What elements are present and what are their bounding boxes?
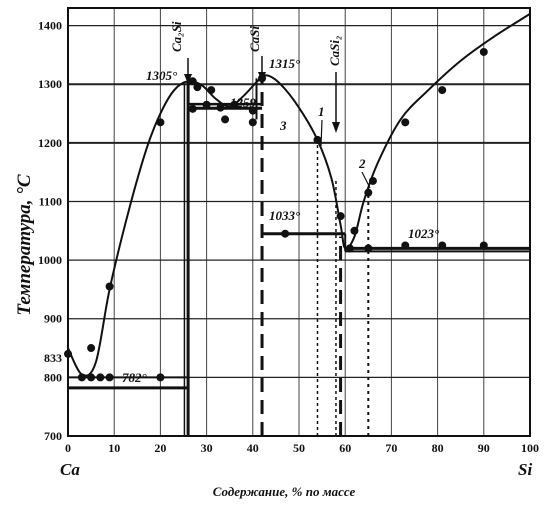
data-point (350, 226, 359, 235)
data-point (401, 118, 410, 127)
x-tick-label: 60 (339, 441, 351, 455)
curve-label-3: 3 (279, 118, 287, 133)
data-point (202, 100, 211, 109)
x-tick-label: 10 (108, 441, 120, 455)
y-tick-label: 900 (44, 312, 62, 326)
y-tick-label: 700 (44, 429, 62, 443)
x-left-element: Ca (60, 460, 80, 479)
x-tick-label: 70 (385, 441, 397, 455)
phase-lines (68, 75, 530, 436)
data-point (345, 244, 354, 253)
label-782: 782° (122, 370, 148, 385)
label-1315: 1315° (269, 56, 301, 71)
data-point (438, 241, 447, 250)
data-point (364, 244, 373, 253)
data-point (248, 106, 257, 115)
data-point (401, 241, 410, 250)
arrow-casi (258, 56, 266, 82)
curve-label-2: 2 (358, 156, 366, 171)
data-point (193, 83, 202, 92)
label-1305: 1305° (146, 68, 178, 83)
pointer-curve-2 (361, 171, 371, 189)
grid (68, 8, 530, 436)
data-point (368, 176, 377, 185)
data-point (479, 241, 488, 250)
y-tick-label: 1400 (38, 19, 62, 33)
curve-label-1: 1 (318, 104, 325, 119)
phase-label-casi2: CaSi₂ (327, 35, 342, 66)
y-tick-label: 1200 (38, 136, 62, 150)
data-point (188, 104, 197, 113)
x-tick-label: 0 (65, 441, 71, 455)
data-point (248, 118, 257, 127)
data-point (207, 86, 216, 95)
y-tick-label: 1100 (39, 194, 62, 208)
data-point (64, 349, 72, 358)
liquidus-curve (67, 13, 531, 377)
phase-label-casi: CaSi (247, 26, 262, 52)
label-1023: 1023° (408, 226, 440, 241)
data-point (156, 118, 165, 127)
x-tick-labels: 0 10 20 30 40 50 60 70 80 90 100 (65, 441, 539, 455)
data-point (221, 115, 230, 124)
data-point (364, 188, 373, 197)
data-point (96, 373, 105, 382)
data-point (105, 373, 114, 382)
data-point (188, 77, 197, 86)
x-tick-label: 80 (432, 441, 444, 455)
y-tick-label: 833 (44, 351, 62, 365)
data-point (479, 47, 488, 56)
label-1033: 1033° (269, 208, 301, 223)
x-tick-label: 30 (201, 441, 213, 455)
data-point (438, 86, 447, 95)
x-tick-label: 50 (293, 441, 305, 455)
x-tick-label: 100 (521, 441, 539, 455)
data-point (156, 373, 165, 382)
y-tick-label: 1300 (38, 77, 62, 91)
arrow-ca2si (184, 58, 192, 84)
data-point (230, 100, 239, 109)
x-tick-label: 90 (478, 441, 490, 455)
y-tick-labels: 700 800 833 900 1000 1100 1200 1300 1400 (38, 19, 62, 443)
y-tick-label: 1000 (38, 253, 62, 267)
data-point (336, 212, 345, 221)
phase-label-ca2si: Ca₂Si (169, 21, 184, 52)
data-point (87, 373, 96, 382)
x-tick-label: 20 (154, 441, 166, 455)
data-point (77, 373, 86, 382)
y-tick-label: 800 (44, 370, 62, 384)
x-axis-label: Содержание, % по массе (213, 484, 356, 499)
data-points (64, 47, 488, 382)
pointer-curve-1 (320, 119, 323, 147)
arrow-casi2 (332, 72, 340, 133)
plot-frame (67, 7, 531, 437)
data-point (281, 229, 290, 238)
data-point (105, 282, 114, 291)
data-point (216, 103, 225, 112)
data-point (313, 135, 322, 144)
label-1259: 1259 (230, 95, 257, 110)
x-tick-label: 40 (247, 441, 259, 455)
y-axis-label: Температура, °С (14, 174, 35, 315)
x-right-element: Si (518, 460, 532, 479)
data-point (87, 344, 96, 353)
